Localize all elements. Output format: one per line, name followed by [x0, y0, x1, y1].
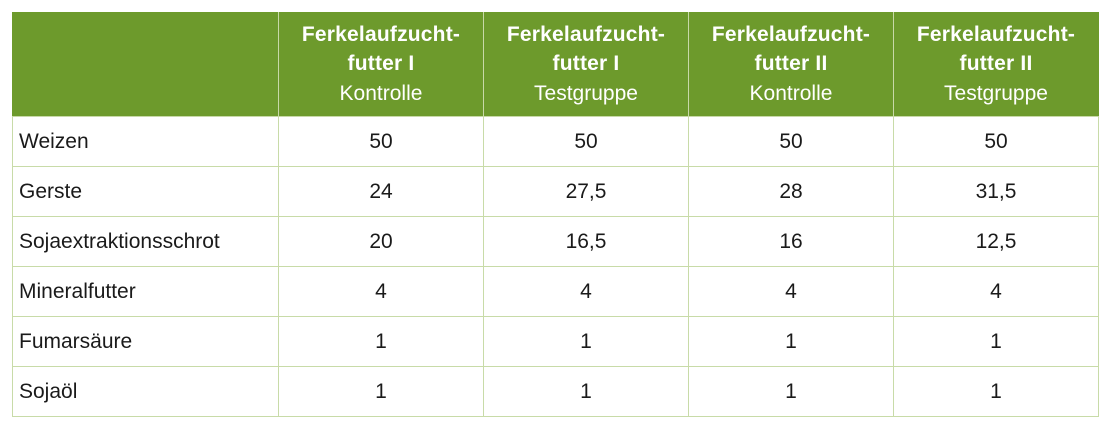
column-header-subtitle: Testgruppe	[944, 82, 1048, 105]
table-cell: 4	[688, 266, 894, 317]
table-row: Weizen 50 50 50 50	[12, 116, 1099, 167]
column-header-title: Ferkelaufzucht- futter II	[693, 20, 889, 78]
table-cell: 1	[688, 366, 894, 417]
table-row: Sojaextraktionsschrot 20 16,5 16 12,5	[12, 216, 1099, 267]
column-header-title: Ferkelaufzucht- futter I	[283, 20, 479, 78]
row-label: Sojaöl	[12, 366, 279, 417]
table-cell: 1	[278, 366, 484, 417]
header-corner-cell	[12, 12, 279, 117]
column-header-title-line2: futter I	[347, 52, 415, 75]
feed-composition-table: Ferkelaufzucht- futter I Kontrolle Ferke…	[12, 12, 1099, 417]
table-cell: 16	[688, 216, 894, 267]
column-header-4: Ferkelaufzucht- futter II Testgruppe	[893, 12, 1099, 117]
column-header-3: Ferkelaufzucht- futter II Kontrolle	[688, 12, 894, 117]
row-label: Weizen	[12, 116, 279, 167]
table-cell: 20	[278, 216, 484, 267]
table-cell: 1	[483, 316, 689, 367]
table-cell: 50	[278, 116, 484, 167]
table-cell: 50	[893, 116, 1099, 167]
row-label: Mineralfutter	[12, 266, 279, 317]
row-label: Gerste	[12, 166, 279, 217]
table-cell: 31,5	[893, 166, 1099, 217]
table-row: Mineralfutter 4 4 4 4	[12, 266, 1099, 317]
table-cell: 1	[278, 316, 484, 367]
column-header-title-line2: futter II	[754, 52, 828, 75]
column-header-title-line2: futter II	[959, 52, 1033, 75]
table-cell: 1	[893, 316, 1099, 367]
row-label: Sojaextraktionsschrot	[12, 216, 279, 267]
column-header-title: Ferkelaufzucht- futter II	[898, 20, 1094, 78]
column-header-title-line1: Ferkelaufzucht-	[711, 23, 871, 46]
table-cell: 24	[278, 166, 484, 217]
column-header-title-line2: futter I	[552, 52, 620, 75]
column-header-title: Ferkelaufzucht- futter I	[488, 20, 684, 78]
table-header: Ferkelaufzucht- futter I Kontrolle Ferke…	[12, 12, 1099, 117]
table-cell: 50	[483, 116, 689, 167]
table-cell: 1	[688, 316, 894, 367]
header-row: Ferkelaufzucht- futter I Kontrolle Ferke…	[12, 12, 1099, 117]
table-row: Sojaöl 1 1 1 1	[12, 366, 1099, 417]
table-row: Fumarsäure 1 1 1 1	[12, 316, 1099, 367]
column-header-subtitle: Testgruppe	[534, 82, 638, 105]
table-body: Weizen 50 50 50 50 Gerste 24 27,5 28 31,…	[12, 116, 1099, 417]
table-cell: 27,5	[483, 166, 689, 217]
column-header-1: Ferkelaufzucht- futter I Kontrolle	[278, 12, 484, 117]
table-cell: 50	[688, 116, 894, 167]
table-cell: 16,5	[483, 216, 689, 267]
column-header-subtitle: Kontrolle	[749, 82, 833, 105]
table-cell: 12,5	[893, 216, 1099, 267]
table-cell: 28	[688, 166, 894, 217]
column-header-2: Ferkelaufzucht- futter I Testgruppe	[483, 12, 689, 117]
table-cell: 1	[483, 366, 689, 417]
column-header-title-line1: Ferkelaufzucht-	[301, 23, 461, 46]
row-label: Fumarsäure	[12, 316, 279, 367]
table-row: Gerste 24 27,5 28 31,5	[12, 166, 1099, 217]
column-header-subtitle: Kontrolle	[339, 82, 423, 105]
table-cell: 4	[893, 266, 1099, 317]
table-cell: 1	[893, 366, 1099, 417]
table-cell: 4	[278, 266, 484, 317]
feed-composition-table-container: Ferkelaufzucht- futter I Kontrolle Ferke…	[12, 12, 1099, 417]
table-cell: 4	[483, 266, 689, 317]
column-header-title-line1: Ferkelaufzucht-	[506, 23, 666, 46]
column-header-title-line1: Ferkelaufzucht-	[916, 23, 1076, 46]
